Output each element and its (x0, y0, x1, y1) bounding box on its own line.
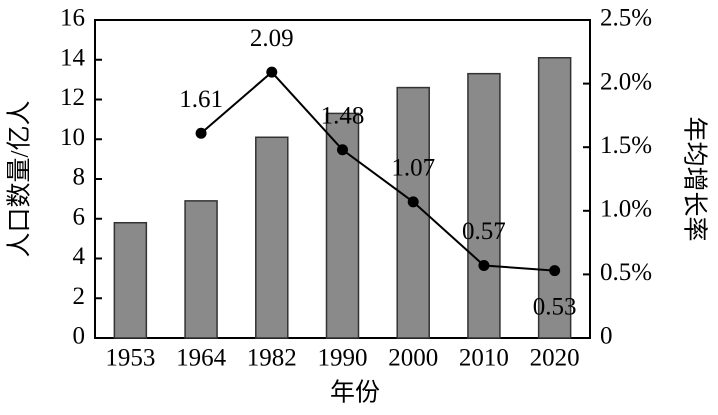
data-label: 0.53 (533, 293, 577, 320)
y-tick-label: 10 (60, 124, 85, 151)
y2-axis-label: 年均增长率 (680, 116, 708, 241)
bar (467, 72, 501, 339)
line-point (549, 265, 561, 277)
x-tick-label: 1964 (176, 345, 227, 372)
x-tick-label: 1982 (247, 345, 297, 372)
x-tick-label: 1953 (105, 345, 155, 372)
data-label: 2.09 (250, 25, 294, 52)
line-point (266, 66, 278, 78)
y2-tick-label: 1.5% (600, 132, 652, 159)
data-label: 0.57 (462, 218, 506, 245)
bar (537, 57, 572, 339)
line-point (407, 196, 419, 208)
y-tick-label: 14 (60, 44, 86, 71)
y-tick-label: 16 (60, 5, 85, 32)
y2-tick-label: 2.0% (600, 68, 652, 95)
line-point (337, 144, 348, 156)
line (200, 70, 555, 272)
y-tick-label: 2 (73, 283, 86, 310)
y2-tick-label: 2.5% (600, 5, 652, 32)
y2-tick-label: 0 (600, 323, 613, 350)
data-label: 1.07 (391, 155, 435, 182)
x-axis-label: 年份 (330, 379, 380, 407)
y-tick-label: 0 (73, 323, 86, 350)
line-point (478, 259, 490, 271)
line-point (195, 127, 207, 139)
bar (113, 221, 148, 339)
x-tick-label: 2000 (388, 345, 438, 372)
data-label: 1.61 (179, 86, 223, 113)
y-tick-label: 4 (73, 243, 86, 270)
y-axis-label: 人口数量/亿人 (6, 101, 34, 258)
y-tick-label: 8 (73, 164, 86, 191)
x-tick-label: 1990 (318, 345, 368, 372)
y-tick-label: 12 (60, 84, 85, 111)
x-tick-label: 2020 (530, 345, 580, 372)
y-tick-label: 6 (73, 203, 86, 230)
y2-tick-label: 1.0% (600, 196, 652, 223)
y2-tick-label: 0.5% (600, 259, 652, 286)
bar (255, 136, 289, 339)
bar (184, 200, 218, 339)
x-tick-label: 2010 (459, 345, 509, 372)
data-label: 1.48 (321, 102, 365, 129)
